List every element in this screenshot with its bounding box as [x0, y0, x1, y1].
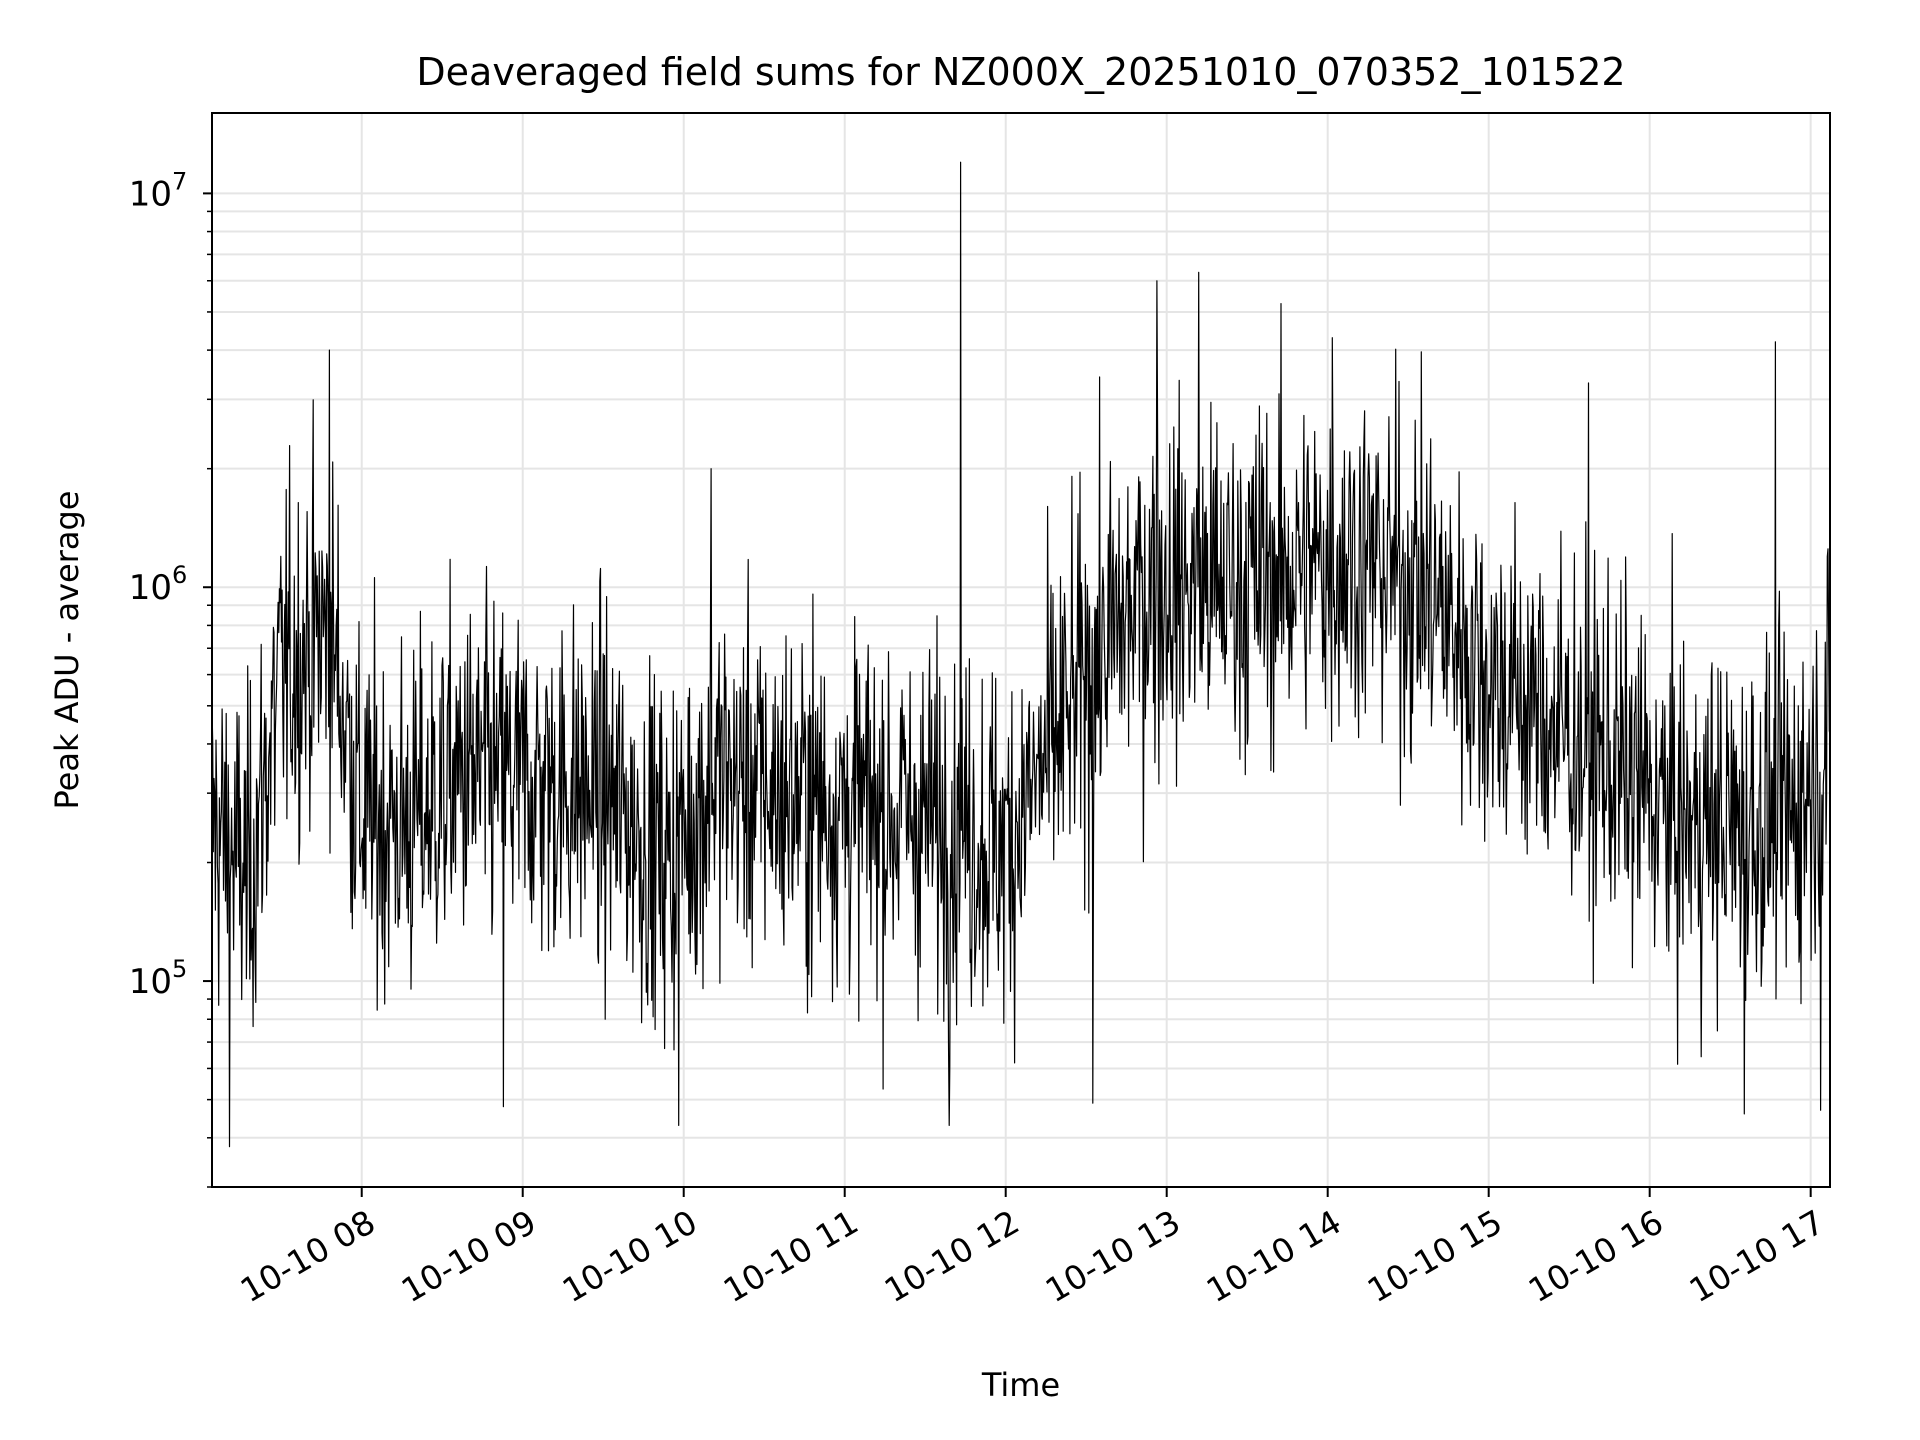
- series-line: [212, 161, 1830, 1148]
- y-tick-label: 107: [129, 167, 188, 214]
- y-tick-label: 106: [129, 561, 188, 608]
- y-axis-label: Peak ADU - average: [48, 491, 86, 810]
- x-axis-label: Time: [981, 1366, 1060, 1404]
- y-axis-ticks: 105 106 107: [129, 167, 212, 1188]
- plot-frame: [211, 112, 1831, 1188]
- y-tick-label: 105: [129, 955, 188, 1002]
- chart-title: Deaveraged field sums for NZ000X_2025101…: [416, 50, 1625, 94]
- series-layer: [212, 161, 1830, 1148]
